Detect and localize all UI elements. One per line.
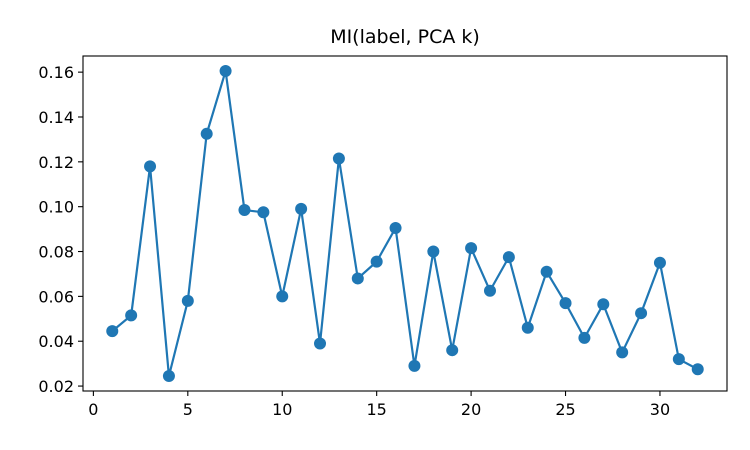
data-point bbox=[465, 242, 478, 255]
data-point bbox=[578, 331, 591, 344]
data-point bbox=[257, 206, 270, 219]
data-point bbox=[521, 321, 534, 334]
data-point bbox=[295, 202, 308, 215]
chart-title: MI(label, PCA k) bbox=[330, 26, 480, 48]
plot-area: 0 5 10 15 20 25 30 0.02 0.04 0.06 0.08 0.10 0.12 0.14… bbox=[38, 55, 728, 419]
data-point bbox=[502, 251, 515, 264]
data-point bbox=[106, 325, 119, 338]
data-point bbox=[540, 265, 553, 278]
data-point bbox=[219, 65, 232, 78]
axes-frame bbox=[82, 55, 728, 392]
data-point bbox=[314, 337, 327, 350]
y-tick-label: 0.06 bbox=[38, 287, 74, 306]
data-point bbox=[691, 363, 704, 376]
x-tick-label: 0 bbox=[88, 400, 98, 419]
x-tick-label: 10 bbox=[272, 400, 292, 419]
x-tick-label: 30 bbox=[650, 400, 670, 419]
data-point bbox=[408, 359, 421, 372]
x-tick-label: 5 bbox=[183, 400, 193, 419]
data-point bbox=[427, 245, 440, 258]
data-point bbox=[389, 221, 402, 234]
y-tick-label: 0.04 bbox=[38, 332, 74, 351]
y-tick-label: 0.08 bbox=[38, 243, 74, 262]
data-point bbox=[125, 309, 138, 322]
data-point bbox=[672, 353, 685, 366]
y-tick-label: 0.14 bbox=[38, 108, 74, 127]
x-tick-label: 20 bbox=[461, 400, 481, 419]
data-point bbox=[616, 346, 629, 359]
data-point bbox=[635, 307, 648, 320]
x-tick-label: 15 bbox=[366, 400, 386, 419]
data-point bbox=[200, 127, 213, 140]
y-tick-label: 0.02 bbox=[38, 377, 74, 396]
data-point bbox=[144, 160, 157, 173]
y-tick-label: 0.10 bbox=[38, 198, 74, 217]
data-point bbox=[332, 152, 345, 165]
y-tick-label: 0.16 bbox=[38, 63, 74, 82]
data-point bbox=[446, 344, 459, 357]
data-point bbox=[597, 298, 610, 311]
data-point bbox=[653, 256, 666, 269]
data-point bbox=[238, 204, 251, 217]
data-point bbox=[559, 297, 572, 310]
y-tick-label: 0.12 bbox=[38, 153, 74, 172]
data-point bbox=[181, 294, 194, 307]
data-point bbox=[483, 284, 496, 297]
x-tick-label: 25 bbox=[555, 400, 575, 419]
data-point bbox=[351, 272, 364, 285]
data-point bbox=[162, 369, 175, 382]
data-point bbox=[370, 255, 383, 268]
data-point bbox=[276, 290, 289, 303]
series-line bbox=[111, 69, 699, 378]
